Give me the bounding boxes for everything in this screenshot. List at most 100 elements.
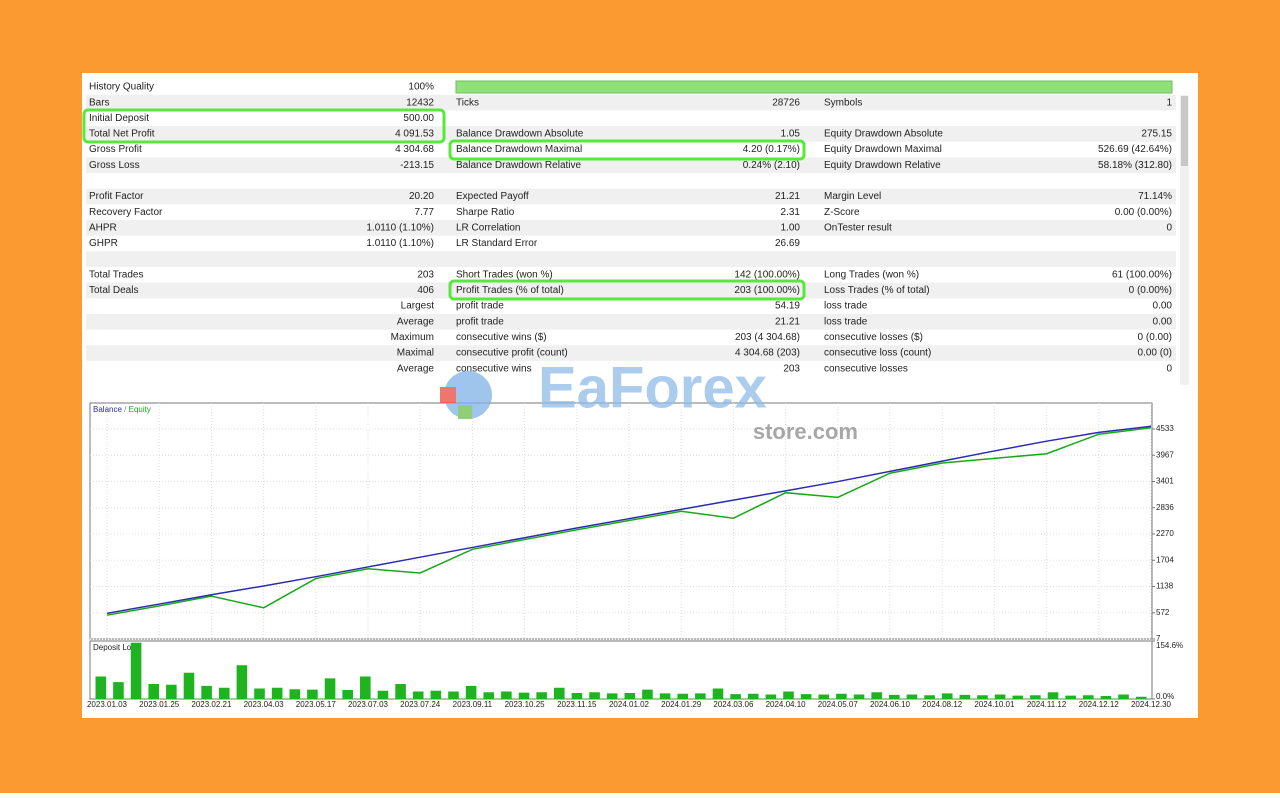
watermark-brand: EaForex: [538, 355, 767, 420]
report-value: 1.05: [781, 129, 801, 140]
bar: [236, 665, 248, 699]
bar: [501, 691, 512, 699]
bar: [871, 692, 882, 699]
report-label: Total Net Profit: [89, 129, 155, 140]
bar: [553, 687, 565, 699]
legend-entry: /: [124, 405, 127, 414]
y-tick-label: 7: [1156, 634, 1161, 643]
report-label: Initial Deposit: [89, 113, 149, 124]
report-label: Equity Drawdown Absolute: [824, 129, 943, 140]
bar: [377, 690, 389, 699]
x-tick-label: 2023.05.17: [296, 700, 337, 709]
bar: [818, 694, 830, 699]
bar: [695, 693, 706, 699]
x-tick-label: 2024.04.10: [766, 700, 807, 709]
report-value: 26.69: [775, 238, 800, 249]
report-value: 0.00 (0.00%): [1115, 207, 1172, 218]
bar: [130, 642, 142, 699]
bar: [712, 688, 724, 699]
bar: [95, 676, 107, 699]
report-label: Ticks: [456, 97, 479, 108]
row-shade: [86, 345, 1176, 361]
bar: [589, 692, 600, 699]
row-shade: [86, 251, 1176, 267]
bar: [360, 676, 371, 699]
report-label: Long Trades (won %): [824, 269, 919, 280]
x-tick-label: 2024.12.30: [1131, 700, 1172, 709]
report-value: 0.00: [1153, 301, 1173, 312]
bar: [1047, 692, 1059, 699]
report-table: History Quality 100% Bars 12432 Ticks 28726 Sy…: [86, 82, 1176, 374]
watermark-logo: [444, 371, 492, 419]
report-label: profit trade: [456, 316, 504, 327]
row-shade: [86, 188, 1176, 205]
report-value: -213.15: [400, 160, 434, 171]
bar: [853, 694, 865, 699]
report-value: 0: [1166, 222, 1172, 233]
bar: [518, 692, 530, 699]
bar: [800, 694, 812, 699]
y-tick-label: 1704: [1156, 555, 1174, 564]
bar: [113, 682, 124, 699]
report-label: consecutive wins ($): [456, 332, 547, 343]
bar: [1135, 696, 1147, 699]
report-label: Symbols: [824, 97, 862, 108]
row-shade: [86, 126, 1176, 142]
report-value: 0.00 (0): [1138, 348, 1172, 359]
x-tick-label: 2023.01.25: [139, 700, 180, 709]
chart-title: Deposit Load: [93, 643, 140, 652]
report-label: consecutive wins: [456, 363, 532, 374]
x-tick-label: 2024.08.12: [922, 700, 963, 709]
scrollbar: [1180, 95, 1189, 385]
bar: [836, 693, 847, 699]
plot-area: [89, 640, 1153, 700]
report-value: 2.31: [781, 207, 801, 218]
plot-area: [89, 402, 1153, 640]
report-label: LR Standard Error: [456, 238, 538, 249]
y-tick-label: 3401: [1156, 477, 1174, 486]
bar: [747, 693, 759, 699]
bar: [536, 692, 547, 699]
report-value: 20.20: [409, 191, 434, 202]
report-label: LR Correlation: [456, 222, 520, 233]
bar: [624, 692, 636, 699]
x-tick-label: 2023.10.25: [505, 700, 546, 709]
bar: [1100, 695, 1112, 699]
report-label: consecutive losses ($): [824, 332, 923, 343]
bar: [271, 687, 283, 699]
report-value: 526.69 (42.64%): [1098, 144, 1172, 155]
report-label: Equity Drawdown Maximal: [824, 144, 942, 155]
report-value: 21.21: [775, 191, 800, 202]
report-value: 100%: [408, 82, 434, 93]
row-shade: [86, 157, 1176, 174]
report-label: Profit Trades (% of total): [456, 285, 564, 296]
bar: [994, 694, 1006, 699]
bar: [642, 689, 653, 699]
bar: [1030, 695, 1041, 699]
bar: [730, 694, 741, 699]
x-tick-label: 2023.07.24: [400, 700, 441, 709]
bar: [218, 687, 230, 699]
bar: [307, 689, 318, 699]
report-label: Z-Score: [824, 207, 860, 218]
report-label: profit trade: [456, 301, 504, 312]
bar: [166, 684, 177, 699]
bar: [289, 689, 301, 699]
bar: [941, 693, 953, 699]
highlight-box: [448, 279, 806, 301]
bar: [1012, 695, 1024, 699]
report-value: 0: [1166, 363, 1172, 374]
report-label: Short Trades (won %): [456, 269, 553, 280]
report-label: History Quality: [89, 82, 154, 93]
report-value: 28726: [772, 97, 800, 108]
x-tick-label: 2023.01.03: [87, 700, 128, 709]
watermark-logo: [458, 405, 472, 419]
x-tick-label: 2024.01.29: [661, 700, 702, 709]
bar: [977, 695, 988, 699]
report-value: 58.18% (312.80): [1098, 160, 1172, 171]
bar: [906, 694, 918, 699]
bar: [677, 693, 689, 699]
bar: [148, 683, 160, 699]
report-value: 275.15: [1141, 129, 1172, 140]
